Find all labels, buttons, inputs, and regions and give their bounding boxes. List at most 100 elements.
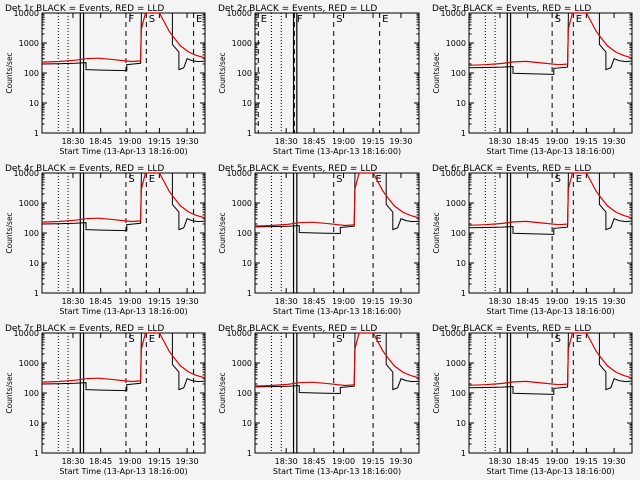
flare-marker-label: S — [555, 14, 561, 25]
y-tick-label: 10 — [242, 99, 252, 108]
plot-frame — [468, 172, 633, 294]
x-tick-label: 19:30 — [176, 457, 199, 466]
y-tick-label: 1 — [247, 449, 252, 458]
events-series-line — [41, 172, 206, 232]
x-axis-label: Start Time (13-Apr-13 18:16:00) — [59, 467, 187, 476]
plot-frame — [254, 12, 420, 134]
flare-marker-label: E — [376, 334, 382, 345]
y-axis-label: Counts/sec — [432, 52, 441, 93]
flare-marker-label: S — [336, 14, 342, 25]
flare-marker-label: S — [555, 174, 561, 185]
x-tick-label: 19:00 — [332, 297, 355, 306]
x-axis-label: Start Time (13-Apr-13 18:16:00) — [273, 467, 401, 476]
x-tick-label: 19:00 — [332, 137, 355, 146]
flare-marker-label: S — [555, 334, 561, 345]
flare-marker-label: S — [336, 334, 342, 345]
x-tick-label: 19:15 — [575, 137, 598, 146]
x-tick-label: 19:00 — [545, 457, 568, 466]
x-tick-label: 18:45 — [516, 457, 539, 466]
y-tick-label: 1000 — [232, 359, 252, 368]
y-tick-label: 1 — [34, 129, 39, 138]
flare-marker-label: S — [149, 14, 155, 25]
chart-panel-8: Det 8r BLACK = Events, RED = LLD 1 10 100 10… — [218, 324, 420, 476]
x-tick-label: 19:15 — [575, 297, 598, 306]
x-tick-label: 19:00 — [118, 297, 141, 306]
flare-marker-label: E — [576, 174, 582, 185]
chart-title: Det 3r BLACK = Events, RED = LLD — [432, 4, 591, 14]
y-tick-label: 10000 — [441, 9, 466, 18]
y-tick-label: 1 — [461, 289, 466, 298]
flare-marker-label: E — [149, 174, 155, 185]
x-tick-label: 18:30 — [488, 297, 511, 306]
chart-title: Det 1r BLACK = Events, RED = LLD — [5, 4, 164, 14]
chart-panel-7: Det 7r BLACK = Events, RED = LLD 1 10 100 10… — [5, 324, 206, 476]
lld-series-line — [468, 12, 633, 66]
chart-panel-3: Det 3r BLACK = Events, RED = LLD 1 10 100 10… — [432, 4, 633, 156]
y-tick-label: 100 — [24, 69, 39, 78]
y-tick-label: 10 — [29, 419, 39, 428]
x-axis-label: Start Time (13-Apr-13 18:16:00) — [273, 147, 401, 156]
chart-title: Det 5r BLACK = Events, RED = LLD — [218, 164, 377, 174]
x-axis-label: Start Time (13-Apr-13 18:16:00) — [273, 307, 401, 316]
x-axis-label: Start Time (13-Apr-13 18:16:00) — [59, 307, 187, 316]
x-tick-label: 19:00 — [118, 457, 141, 466]
x-tick-label: 19:30 — [176, 137, 199, 146]
events-series-line — [41, 332, 206, 392]
y-axis-label: Counts/sec — [432, 212, 441, 253]
x-tick-label: 18:30 — [61, 137, 84, 146]
chart-title: Det 9r BLACK = Events, RED = LLD — [432, 324, 591, 334]
plot-frame — [41, 172, 206, 294]
flare-marker-label: E — [376, 174, 382, 185]
y-tick-label: 10 — [242, 419, 252, 428]
y-tick-label: 10000 — [227, 9, 252, 18]
x-tick-label: 18:30 — [275, 297, 298, 306]
x-tick-label: 18:45 — [303, 137, 326, 146]
chart-panel-1: Det 1r BLACK = Events, RED = LLD 1 10 100 10… — [5, 4, 206, 156]
y-tick-label: 100 — [451, 69, 466, 78]
y-tick-label: 10 — [456, 99, 466, 108]
y-axis-label: Counts/sec — [432, 372, 441, 413]
flare-marker-label: S — [128, 334, 134, 345]
x-axis-label: Start Time (13-Apr-13 18:16:00) — [486, 147, 614, 156]
lld-series-line — [41, 172, 206, 223]
y-tick-label: 1 — [461, 449, 466, 458]
x-tick-label: 19:00 — [118, 137, 141, 146]
x-tick-label: 18:45 — [89, 297, 112, 306]
y-tick-label: 10000 — [227, 329, 252, 338]
flare-marker-label: F — [128, 14, 134, 25]
y-tick-label: 100 — [451, 389, 466, 398]
x-axis-label: Start Time (13-Apr-13 18:16:00) — [486, 467, 614, 476]
chart-panel-6: Det 6r BLACK = Events, RED = LLD 1 10 100 10… — [432, 164, 633, 316]
x-tick-label: 19:00 — [545, 137, 568, 146]
chart-title: Det 2r BLACK = Events, RED = LLD — [218, 4, 377, 14]
chart-panel-5: Det 5r BLACK = Events, RED = LLD 1 10 100 10… — [218, 164, 420, 316]
flare-marker-label: E — [382, 14, 388, 25]
y-tick-label: 1 — [247, 129, 252, 138]
chart-panel-4: Det 4r BLACK = Events, RED = LLD 1 10 100 10… — [5, 164, 206, 316]
x-tick-label: 19:30 — [603, 297, 626, 306]
lld-series-line — [468, 332, 633, 386]
x-axis-label: Start Time (13-Apr-13 18:16:00) — [59, 147, 187, 156]
flare-marker-label: E — [196, 14, 202, 25]
lld-series-line — [468, 172, 633, 226]
x-tick-label: 19:15 — [362, 457, 385, 466]
y-axis-label: Counts/sec — [5, 52, 14, 93]
plot-frame — [468, 12, 633, 134]
x-tick-label: 19:15 — [148, 457, 171, 466]
chart-title: Det 8r BLACK = Events, RED = LLD — [218, 324, 377, 334]
flare-marker-label: E — [149, 334, 155, 345]
x-tick-label: 19:15 — [362, 137, 385, 146]
y-tick-label: 1000 — [232, 199, 252, 208]
x-tick-label: 18:30 — [275, 457, 298, 466]
y-tick-label: 1 — [247, 289, 252, 298]
y-axis-label: Counts/sec — [5, 372, 14, 413]
plot-frame — [41, 12, 206, 134]
y-tick-label: 1000 — [446, 199, 466, 208]
y-tick-label: 10000 — [14, 329, 39, 338]
events-series-line — [468, 332, 633, 395]
y-tick-label: 10000 — [441, 169, 466, 178]
y-tick-label: 1000 — [19, 199, 39, 208]
x-tick-label: 18:45 — [89, 457, 112, 466]
x-tick-label: 19:00 — [545, 297, 568, 306]
